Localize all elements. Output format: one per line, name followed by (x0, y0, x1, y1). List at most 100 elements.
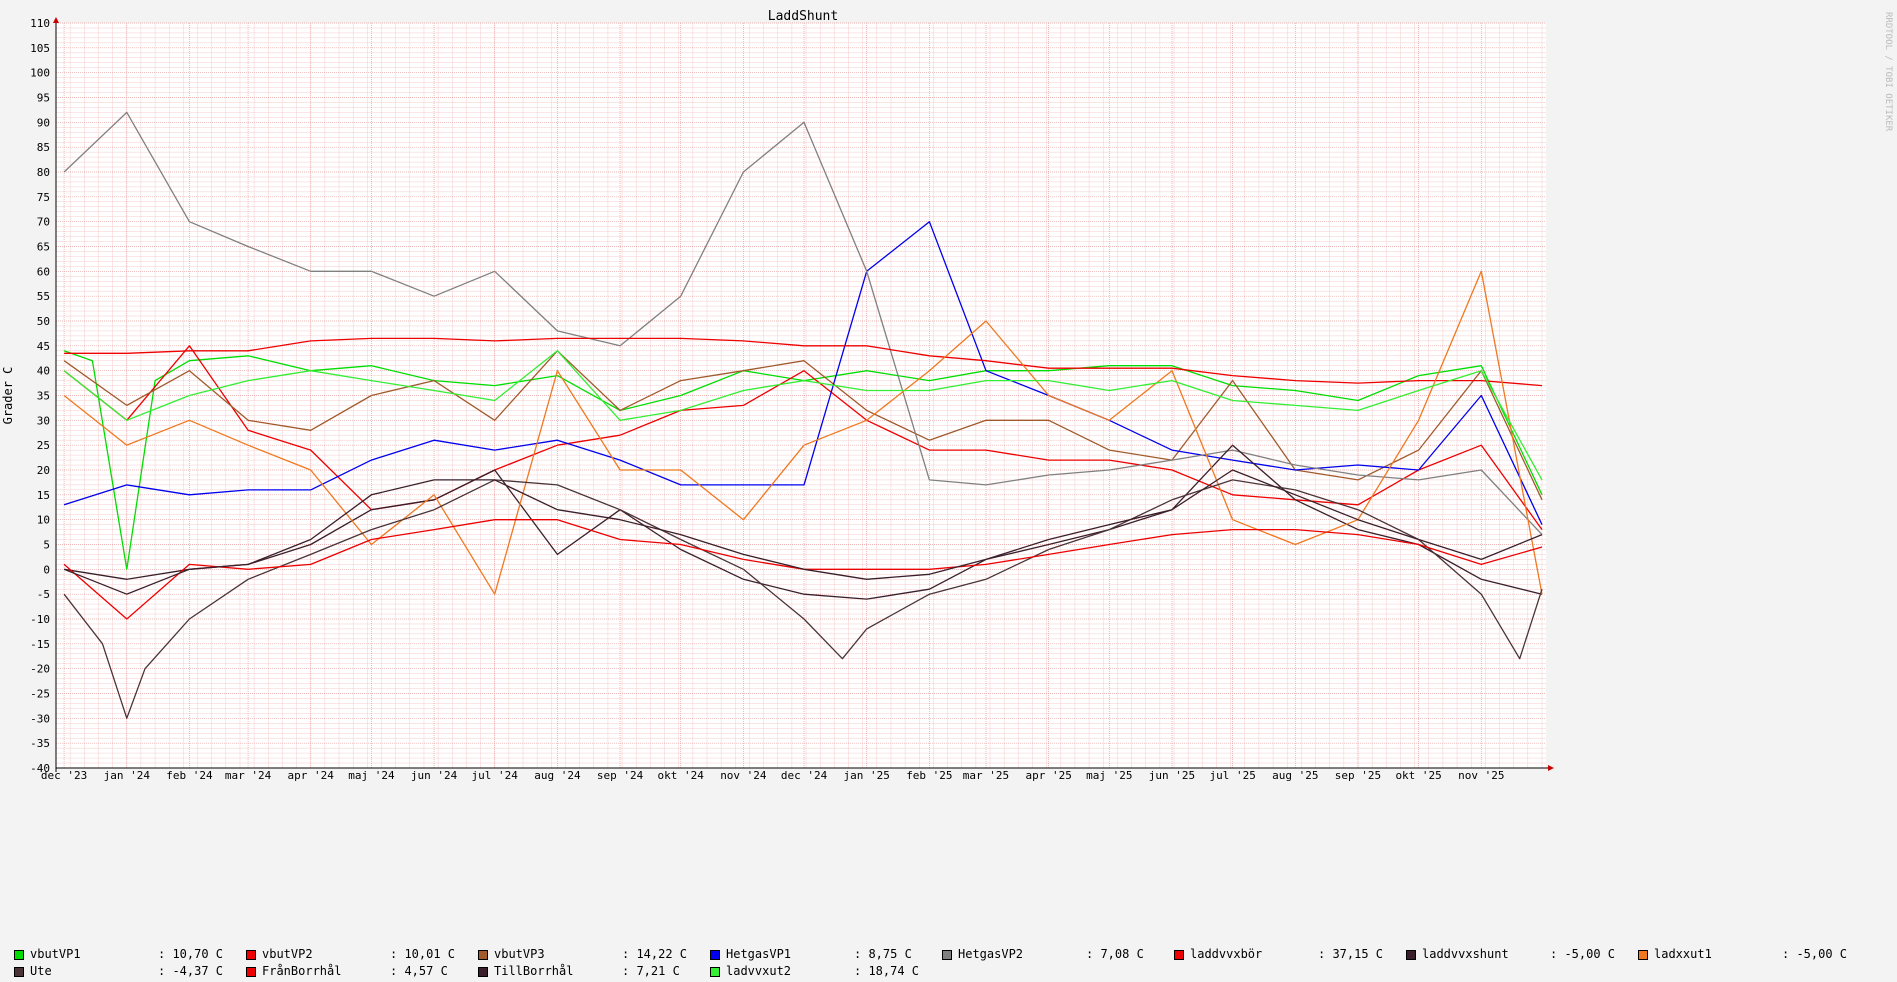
y-tick-label: 30 (37, 414, 50, 427)
legend-name: ladxxut1 (1654, 947, 1712, 961)
y-tick-label: 15 (37, 489, 50, 502)
legend-name: Ute (30, 964, 52, 978)
x-tick-label: feb '25 (906, 769, 952, 782)
legend-swatch-ute (14, 966, 24, 977)
series-line-hetgasvp2 (63, 111, 1543, 536)
y-tick-label: -10 (30, 613, 50, 626)
legend-item-vbutvp1: vbutVP1: 10,70 C (14, 946, 246, 963)
series-line-ladxxut1 (63, 270, 1543, 595)
legend-row: Ute: -4,37 C FrånBorrhål: 4,57 C TillBor… (14, 963, 1894, 980)
y-tick-label: 5 (43, 539, 50, 552)
legend-value: 37,15 C (1332, 947, 1384, 961)
legend-swatch-vbutvp1 (14, 949, 24, 960)
legend-sep: : (1782, 947, 1797, 961)
y-tick-label: 85 (37, 141, 50, 154)
legend-value: 14,22 C (636, 947, 688, 961)
x-tick-label: jul '24 (472, 769, 519, 782)
y-tick-label: 35 (37, 390, 50, 403)
legend-value: -4,37 C (172, 964, 224, 978)
x-tick-label: aug '25 (1272, 769, 1318, 782)
series-line-tillborrhål (63, 469, 1543, 595)
legend-sep: : (390, 947, 405, 961)
legend-sep: : (1318, 947, 1333, 961)
y-tick-label: 70 (37, 216, 50, 229)
legend-name: laddvvxbör (1190, 947, 1263, 961)
x-tick-label: jan '25 (844, 769, 890, 782)
series-line-hetgasvp1 (63, 221, 1543, 525)
x-tick-label: jun '25 (1149, 769, 1195, 782)
y-tick-label: -5 (37, 588, 50, 601)
legend-name: ladvvxut2 (726, 964, 792, 978)
x-axis-arrow (1548, 765, 1554, 771)
y-tick-label: 60 (37, 265, 50, 278)
legend-swatch-hetgasvp1 (710, 949, 720, 960)
y-tick-label: 110 (30, 17, 50, 30)
series-line-ute (63, 479, 1543, 719)
legend-name: vbutVP1 (30, 947, 81, 961)
y-tick-label: 100 (30, 67, 50, 80)
legend-row: vbutVP1: 10,70 C vbutVP2: 10,01 C vbutVP… (14, 946, 1894, 963)
legend-swatch-tillborrhal (478, 966, 488, 977)
y-tick-label: 40 (37, 365, 50, 378)
legend-item-hetgasvp2: HetgasVP2: 7,08 C (942, 946, 1174, 963)
y-tick-label: -20 (30, 663, 50, 676)
y-tick-label: -35 (30, 737, 50, 750)
legend-item-ute: Ute: -4,37 C (14, 963, 246, 980)
x-tick-label: mar '24 (225, 769, 272, 782)
legend-sep: : (1550, 947, 1565, 961)
legend-sep: : (854, 947, 869, 961)
y-tick-label: 25 (37, 439, 50, 452)
legend-name: vbutVP2 (262, 947, 313, 961)
legend-sep: : (622, 947, 637, 961)
y-tick-label: -25 (30, 688, 50, 701)
x-tick-label: mar '25 (963, 769, 1009, 782)
x-tick-label: feb '24 (166, 769, 213, 782)
y-tick-label: 95 (37, 92, 50, 105)
y-tick-label: 50 (37, 315, 50, 328)
legend-value: 4,57 C (404, 964, 448, 978)
legend-item-laddvvxshunt: laddvvxshunt: -5,00 C (1406, 946, 1638, 963)
y-tick-label: 80 (37, 166, 50, 179)
y-axis-label: Grader C (1, 367, 15, 425)
legend-swatch-vbutvp2 (246, 949, 256, 960)
legend-name: HetgasVP2 (958, 947, 1024, 961)
legend-value: 7,21 C (636, 964, 680, 978)
legend-swatch-laddvvxbor (1174, 949, 1184, 960)
x-tick-label: jun '24 (411, 769, 458, 782)
legend-item-ladxxut1: ladxxut1: -5,00 C (1638, 946, 1888, 963)
legend-swatch-franborrhal (246, 966, 256, 977)
y-axis-arrow (53, 17, 59, 23)
series-line-ladvvxut2 (63, 350, 1543, 481)
x-tick-label: maj '25 (1086, 769, 1132, 782)
y-tick-label: 75 (37, 191, 50, 204)
x-tick-label: okt '24 (658, 769, 705, 782)
y-tick-label: 10 (37, 514, 50, 527)
legend-item-franborrhal: FrånBorrhål: 4,57 C (246, 963, 478, 980)
x-tick-label: jan '24 (104, 769, 151, 782)
chart-title: LaddShunt (768, 9, 838, 24)
legend-value: 10,01 C (404, 947, 456, 961)
legend-swatch-vbutvp3 (478, 949, 488, 960)
legend-sep: : (1086, 947, 1101, 961)
y-tick-label: 45 (37, 340, 50, 353)
y-tick-label: 0 (43, 563, 50, 576)
x-tick-label: maj '24 (348, 769, 395, 782)
rrdtool-watermark: RRDTOOL / TOBI OETIKER (1883, 12, 1893, 132)
legend-value: 8,75 C (868, 947, 912, 961)
legend-item-vbutvp2: vbutVP2: 10,01 C (246, 946, 478, 963)
series-line-laddvvxbör (64, 337, 1543, 387)
legend-sep: : (158, 964, 173, 978)
legend-sep: : (854, 964, 869, 978)
legend-item-ladvvxut2: ladvvxut2: 18,74 C (710, 963, 942, 980)
x-tick-label: nov '25 (1458, 769, 1504, 782)
legend-sep: : (622, 964, 637, 978)
legend-swatch-laddvvxshunt (1406, 949, 1416, 960)
legend-sep: : (390, 964, 405, 978)
x-tick-label: aug '24 (534, 769, 581, 782)
y-tick-label: -15 (30, 638, 50, 651)
series-line-laddvvxshunt (63, 444, 1543, 600)
x-tick-label: sep '24 (597, 769, 644, 782)
legend-name: TillBorrhål (494, 964, 574, 978)
